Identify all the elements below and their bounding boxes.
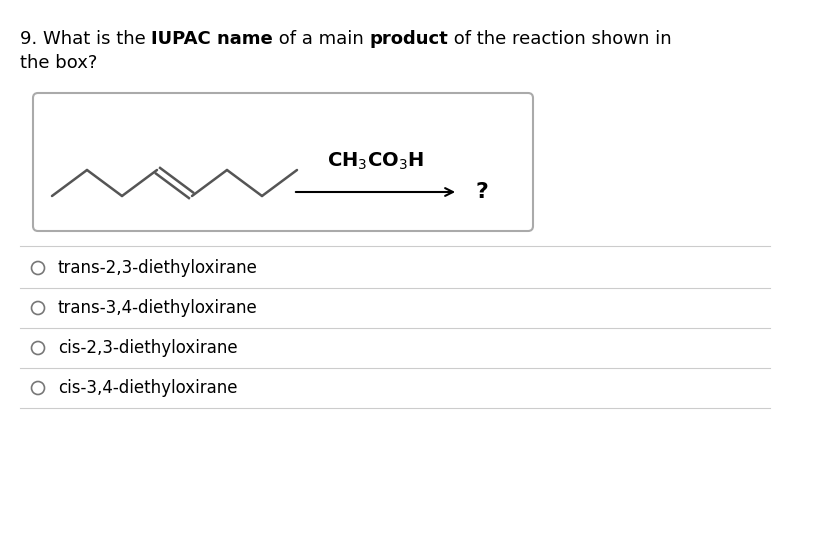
Text: 9.: 9. xyxy=(20,30,43,48)
Text: trans-2,3-diethyloxirane: trans-2,3-diethyloxirane xyxy=(58,259,257,277)
Text: of a main: of a main xyxy=(273,30,370,48)
Text: cis-2,3-diethyloxirane: cis-2,3-diethyloxirane xyxy=(58,339,237,357)
Text: CH$_3$CO$_3$H: CH$_3$CO$_3$H xyxy=(326,151,423,172)
Text: of the reaction shown in: of the reaction shown in xyxy=(448,30,672,48)
Text: ?: ? xyxy=(476,182,488,202)
Text: IUPAC name: IUPAC name xyxy=(151,30,273,48)
Text: product: product xyxy=(370,30,448,48)
Text: What is the: What is the xyxy=(43,30,151,48)
FancyBboxPatch shape xyxy=(33,93,533,231)
Text: trans-3,4-diethyloxirane: trans-3,4-diethyloxirane xyxy=(58,299,257,317)
Text: the box?: the box? xyxy=(20,54,98,72)
Text: cis-3,4-diethyloxirane: cis-3,4-diethyloxirane xyxy=(58,379,237,397)
